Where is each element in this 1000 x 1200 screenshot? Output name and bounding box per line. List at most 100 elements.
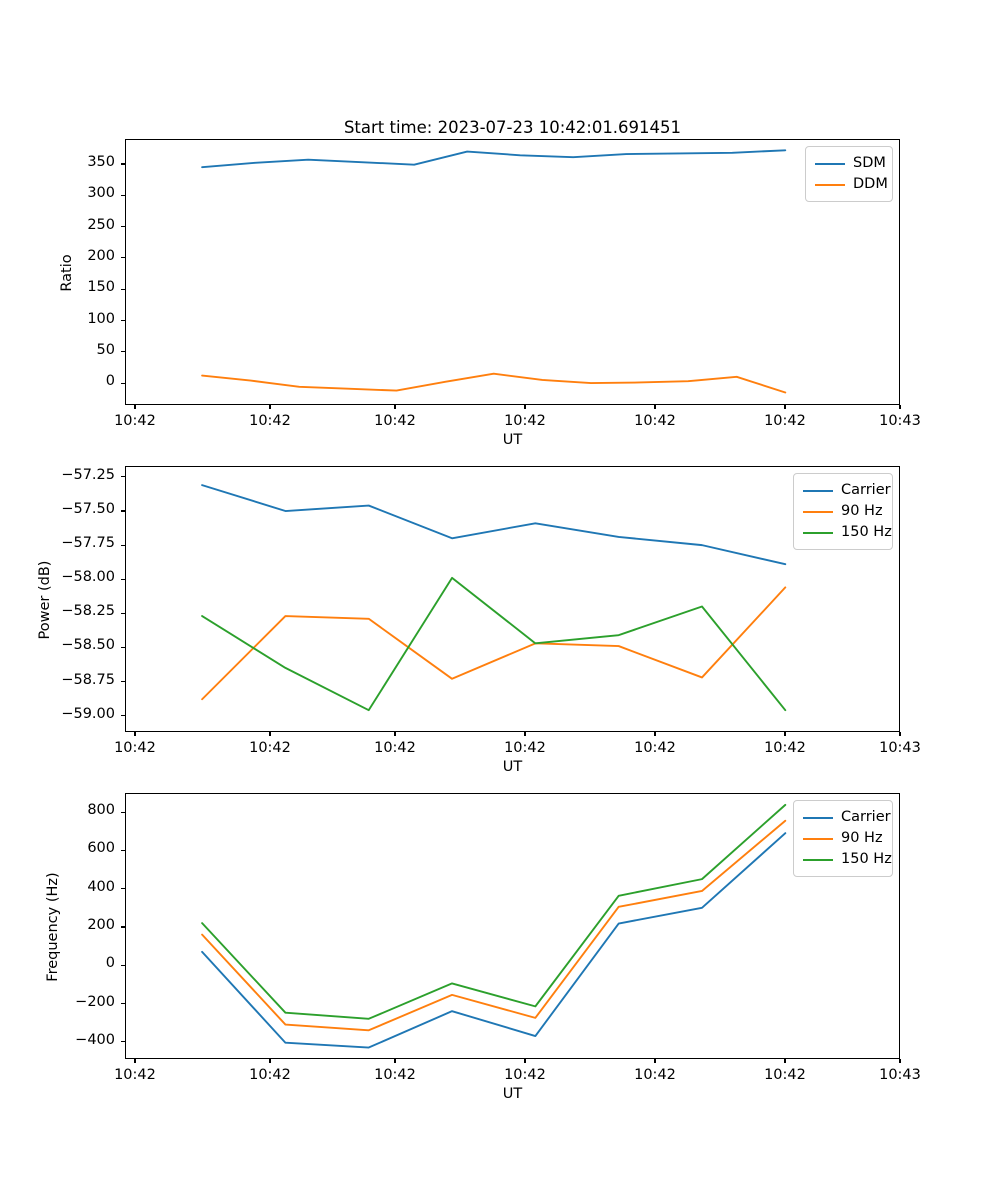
legend-ratio: SDM DDM — [805, 146, 893, 202]
y-tick-label: 250 — [87, 216, 115, 233]
x-tick-mark — [269, 1059, 271, 1064]
x-tick-mark — [524, 405, 526, 410]
y-tick-mark — [120, 544, 125, 546]
x-tick-mark — [394, 405, 396, 410]
y-tick-label: −58.75 — [61, 671, 115, 688]
legend-power: Carrier 90 Hz 150 Hz — [793, 473, 893, 550]
x-tick-mark — [524, 1059, 526, 1064]
x-tick-mark — [784, 405, 786, 410]
y-tick-label: 400 — [87, 878, 115, 895]
x-tick-mark — [899, 732, 901, 737]
series-line-150-hz — [201, 576, 787, 712]
legend-swatch-sdm — [815, 162, 845, 165]
x-tick-mark — [134, 732, 136, 737]
legend-item[interactable]: Carrier — [803, 807, 891, 828]
y-tick-mark — [120, 226, 125, 228]
y-tick-label: −400 — [75, 1031, 115, 1048]
plot-area-ratio — [201, 149, 787, 394]
x-tick-mark — [134, 1059, 136, 1064]
x-tick-mark — [654, 732, 656, 737]
series-line-ddm — [201, 372, 787, 394]
legend-swatch-90hz — [803, 837, 833, 840]
x-tick-label: 10:42 — [764, 413, 806, 429]
y-tick-mark — [120, 194, 125, 196]
y-tick-mark — [120, 926, 125, 928]
legend-item[interactable]: 150 Hz — [803, 522, 892, 543]
y-tick-mark — [120, 163, 125, 165]
x-tick-label: 10:42 — [249, 1067, 291, 1083]
x-tick-label: 10:42 — [114, 740, 156, 756]
y-tick-mark — [120, 612, 125, 614]
legend-frequency: Carrier 90 Hz 150 Hz — [793, 800, 893, 877]
legend-label: 150 Hz — [841, 524, 892, 541]
legend-item[interactable]: 90 Hz — [803, 828, 883, 849]
x-tick-label: 10:42 — [374, 413, 416, 429]
series-line-carrier — [201, 832, 787, 1049]
legend-swatch-carrier — [803, 816, 833, 819]
y-tick-mark — [120, 849, 125, 851]
y-tick-label: −59.00 — [61, 705, 115, 722]
legend-swatch-carrier — [803, 489, 833, 492]
y-tick-label: 200 — [87, 916, 115, 933]
y-tick-mark — [120, 578, 125, 580]
legend-swatch-ddm — [815, 183, 845, 186]
legend-label: DDM — [853, 176, 888, 193]
y-tick-label: 0 — [105, 373, 115, 390]
legend-item[interactable]: 150 Hz — [803, 849, 892, 870]
legend-label: 150 Hz — [841, 851, 892, 868]
legend-item[interactable]: DDM — [815, 174, 888, 195]
x-tick-label: 10:42 — [504, 413, 546, 429]
legend-label: Carrier — [841, 482, 891, 499]
x-tick-label: 10:42 — [634, 413, 676, 429]
axes-frame-frequency — [125, 793, 900, 1059]
x-tick-mark — [134, 405, 136, 410]
axes-frame-ratio — [125, 139, 900, 405]
legend-item[interactable]: SDM — [815, 153, 886, 174]
xlabel-frequency: UT — [502, 1086, 523, 1102]
xlabel-ratio: UT — [502, 432, 523, 448]
legend-item[interactable]: Carrier — [803, 480, 891, 501]
y-tick-label: 200 — [87, 247, 115, 264]
legend-label: 90 Hz — [841, 503, 883, 520]
y-tick-label: 0 — [105, 955, 115, 972]
x-tick-label: 10:42 — [634, 1067, 676, 1083]
y-tick-mark — [120, 646, 125, 648]
y-tick-label: −200 — [75, 993, 115, 1010]
y-tick-mark — [120, 351, 125, 353]
y-tick-label: 600 — [87, 840, 115, 857]
y-tick-mark — [120, 811, 125, 813]
y-tick-label: 800 — [87, 802, 115, 819]
x-tick-label: 10:42 — [764, 740, 806, 756]
y-tick-label: −57.50 — [61, 501, 115, 517]
x-tick-mark — [654, 1059, 656, 1064]
x-tick-label: 10:42 — [114, 413, 156, 429]
figure-title: Start time: 2023-07-23 10:42:01.691451 — [343, 118, 682, 137]
x-tick-label: 10:42 — [634, 740, 676, 756]
x-tick-mark — [269, 405, 271, 410]
x-tick-mark — [394, 732, 396, 737]
legend-label: SDM — [853, 155, 886, 172]
x-tick-mark — [524, 732, 526, 737]
y-tick-mark — [120, 888, 125, 890]
y-tick-label: 50 — [96, 341, 115, 358]
legend-item[interactable]: 90 Hz — [803, 501, 883, 522]
y-tick-label: −58.50 — [61, 637, 115, 654]
x-tick-label: 10:42 — [504, 1067, 546, 1083]
y-tick-label: 150 — [87, 279, 115, 296]
x-tick-mark — [899, 405, 901, 410]
legend-swatch-150hz — [803, 858, 833, 861]
x-tick-label: 10:43 — [879, 1067, 921, 1083]
xlabel-power: UT — [502, 759, 523, 775]
y-tick-label: −58.00 — [61, 569, 115, 586]
x-tick-label: 10:42 — [249, 740, 291, 756]
x-tick-label: 10:42 — [249, 413, 291, 429]
legend-label: Carrier — [841, 809, 891, 826]
x-tick-label: 10:42 — [114, 1067, 156, 1083]
y-tick-label: −57.75 — [61, 535, 115, 552]
x-tick-label: 10:43 — [879, 740, 921, 756]
series-line-90-hz — [201, 586, 787, 701]
x-tick-mark — [269, 732, 271, 737]
